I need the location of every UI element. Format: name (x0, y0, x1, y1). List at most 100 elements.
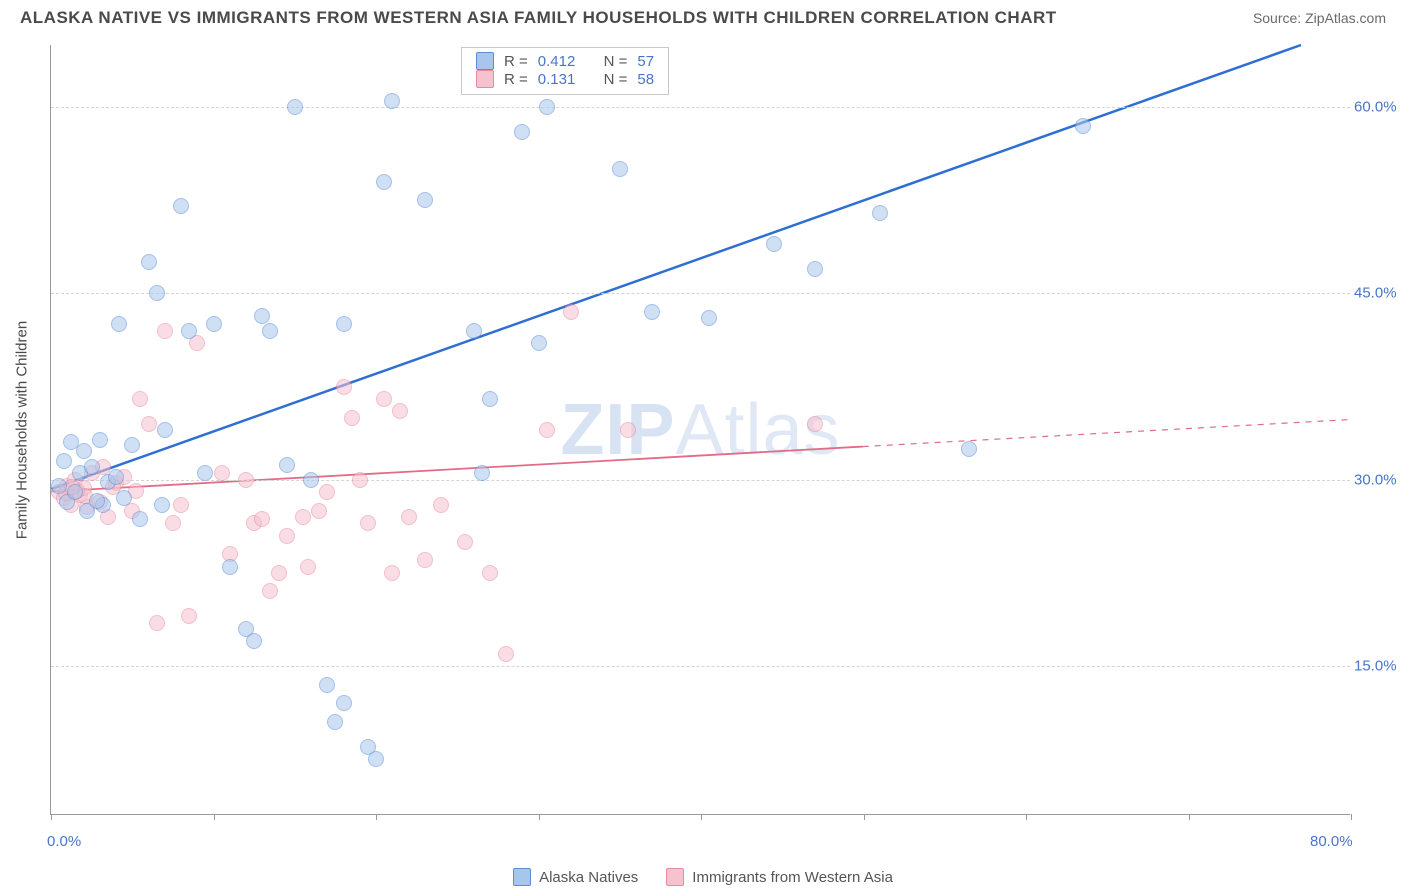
n-value-blue: 57 (637, 53, 654, 70)
pink-point (311, 503, 327, 519)
watermark: ZIPAtlas (560, 389, 840, 471)
blue-point (84, 459, 100, 475)
blue-point (173, 198, 189, 214)
stats-row-pink: R = 0.131 N = 58 (476, 70, 654, 88)
stats-row-blue: R = 0.412 N = 57 (476, 52, 654, 70)
blue-point (254, 308, 270, 324)
pink-trendline-dashed (863, 420, 1350, 447)
blue-point (531, 335, 547, 351)
x-tick-label: 80.0% (1310, 833, 1353, 850)
blue-point (197, 465, 213, 481)
n-label: N = (604, 53, 628, 70)
pink-point (141, 416, 157, 432)
blue-point (612, 161, 628, 177)
pink-point (807, 416, 823, 432)
y-tick-label: 45.0% (1354, 285, 1406, 302)
pink-point (132, 391, 148, 407)
swatch-pink-icon (666, 868, 684, 886)
pink-point (173, 497, 189, 513)
blue-point (417, 192, 433, 208)
blue-point (181, 323, 197, 339)
x-tick (864, 814, 865, 820)
legend-label-blue: Alaska Natives (539, 869, 638, 886)
x-tick-label: 0.0% (47, 833, 81, 850)
blue-point (262, 323, 278, 339)
pink-point (336, 379, 352, 395)
gridline-h (51, 107, 1350, 108)
blue-point (514, 124, 530, 140)
blue-point (336, 695, 352, 711)
blue-point (384, 93, 400, 109)
pink-point (482, 565, 498, 581)
x-tick (1351, 814, 1352, 820)
blue-point (539, 99, 555, 115)
x-tick (51, 814, 52, 820)
stats-legend-box: R = 0.412 N = 57 R = 0.131 N = 58 (461, 47, 669, 95)
blue-point (368, 751, 384, 767)
gridline-h (51, 666, 1350, 667)
pink-point (295, 509, 311, 525)
pink-point (563, 304, 579, 320)
watermark-bold: ZIP (560, 390, 675, 470)
blue-point (336, 316, 352, 332)
chart-title: ALASKA NATIVE VS IMMIGRANTS FROM WESTERN… (20, 8, 1057, 28)
pink-point (279, 528, 295, 544)
blue-point (111, 316, 127, 332)
blue-point (644, 304, 660, 320)
pink-point (539, 422, 555, 438)
blue-point (327, 714, 343, 730)
pink-point (344, 410, 360, 426)
pink-point (254, 511, 270, 527)
blue-point (466, 323, 482, 339)
pink-point (352, 472, 368, 488)
n-value-pink: 58 (637, 71, 654, 88)
pink-point (620, 422, 636, 438)
r-label: R = (504, 53, 528, 70)
blue-point (246, 633, 262, 649)
pink-point (360, 515, 376, 531)
swatch-blue-icon (513, 868, 531, 886)
blue-point (701, 310, 717, 326)
blue-point (108, 469, 124, 485)
blue-trendline (51, 45, 1301, 489)
y-axis-label: Family Households with Children (14, 321, 31, 539)
blue-point (149, 285, 165, 301)
blue-point (92, 432, 108, 448)
blue-point (67, 484, 83, 500)
pink-point (300, 559, 316, 575)
pink-point (433, 497, 449, 513)
blue-point (319, 677, 335, 693)
swatch-pink-icon (476, 70, 494, 88)
blue-point (141, 254, 157, 270)
blue-point (766, 236, 782, 252)
legend-item-pink: Immigrants from Western Asia (666, 868, 893, 886)
pink-point (181, 608, 197, 624)
y-tick-label: 15.0% (1354, 657, 1406, 674)
trend-lines-svg (51, 45, 1350, 814)
bottom-legend: Alaska Natives Immigrants from Western A… (0, 868, 1406, 886)
title-bar: ALASKA NATIVE VS IMMIGRANTS FROM WESTERN… (0, 0, 1406, 32)
pink-point (457, 534, 473, 550)
pink-point (401, 509, 417, 525)
source-attribution: Source: ZipAtlas.com (1253, 10, 1386, 26)
pink-point (384, 565, 400, 581)
blue-point (116, 490, 132, 506)
x-tick (376, 814, 377, 820)
pink-point (417, 552, 433, 568)
r-value-blue: 0.412 (538, 53, 576, 70)
blue-point (376, 174, 392, 190)
blue-point (474, 465, 490, 481)
blue-point (132, 511, 148, 527)
x-tick (539, 814, 540, 820)
y-tick-label: 30.0% (1354, 471, 1406, 488)
blue-point (303, 472, 319, 488)
blue-point (482, 391, 498, 407)
blue-point (1075, 118, 1091, 134)
legend-label-pink: Immigrants from Western Asia (692, 869, 893, 886)
n-label: N = (604, 71, 628, 88)
blue-point (279, 457, 295, 473)
pink-point (149, 615, 165, 631)
pink-point (271, 565, 287, 581)
pink-point (376, 391, 392, 407)
pink-point (498, 646, 514, 662)
